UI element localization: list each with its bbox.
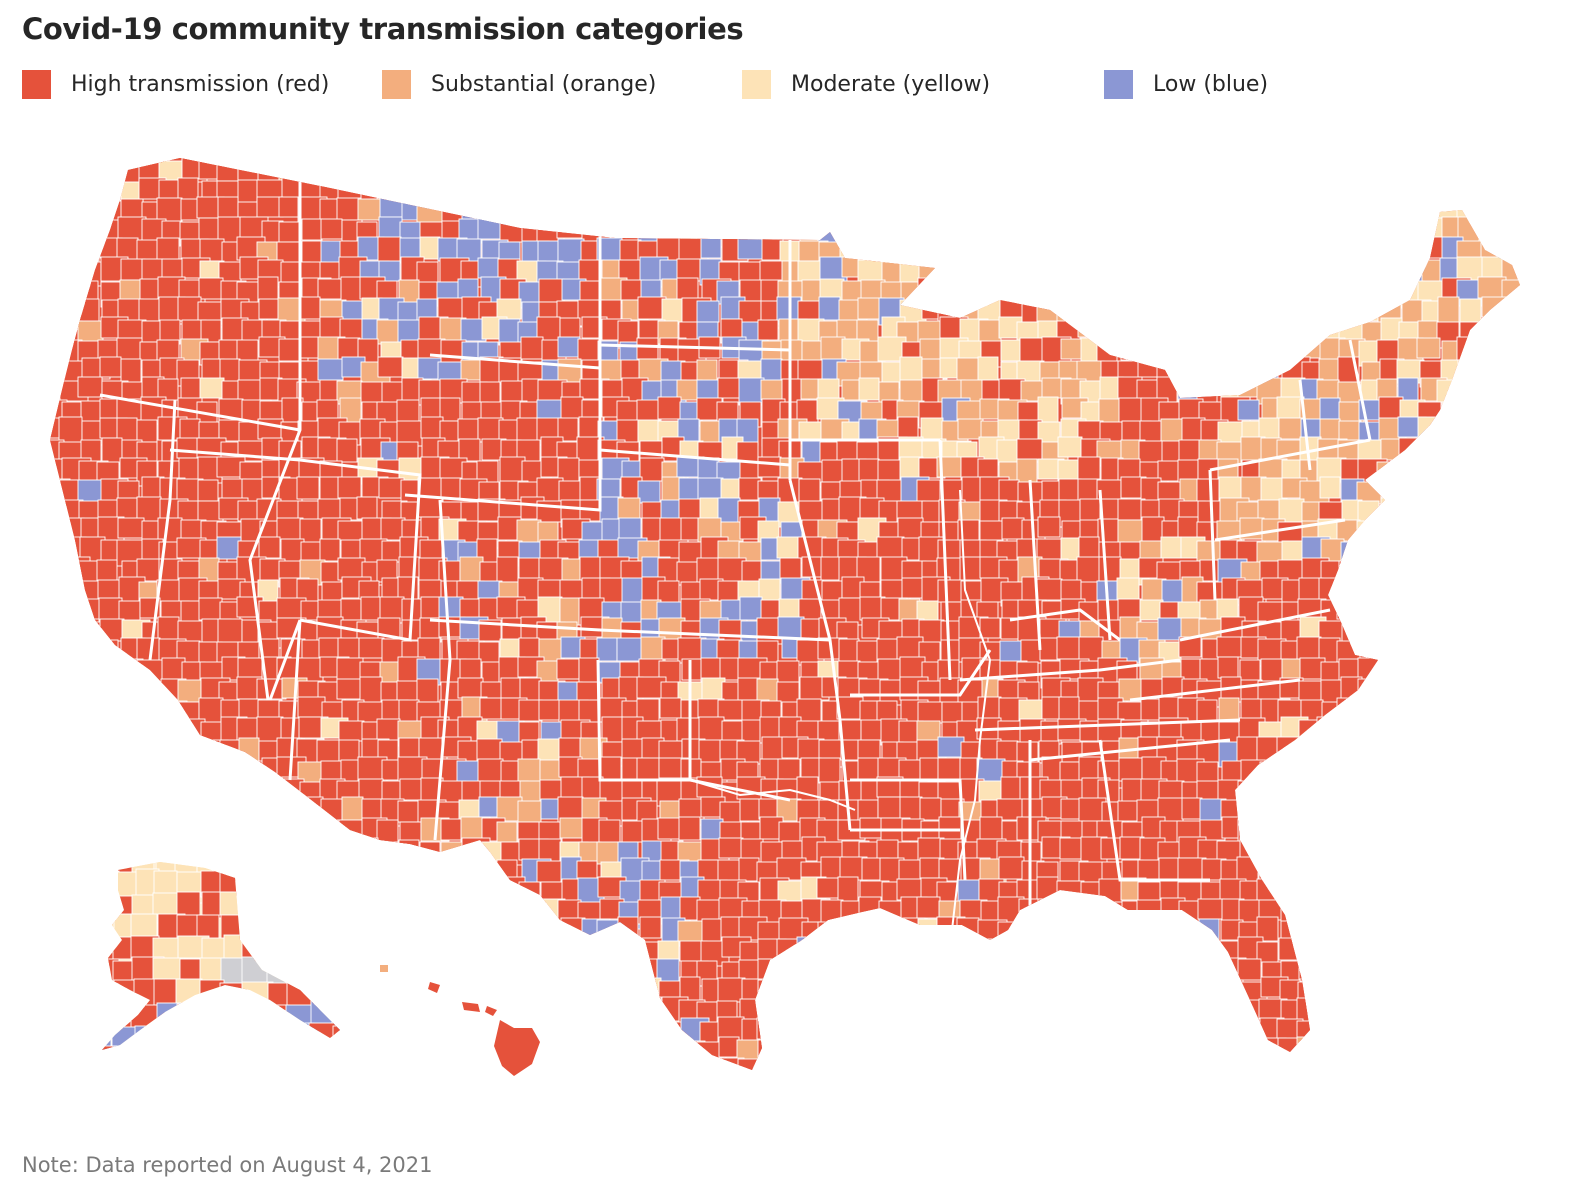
legend: High transmission (red) Substantial (ora… (22, 68, 1422, 100)
legend-label-moderate: Moderate (yellow) (791, 71, 991, 97)
legend-swatch-moderate (742, 69, 771, 99)
legend-item-low: Low (blue) (1104, 68, 1268, 100)
legend-item-moderate: Moderate (yellow) (742, 68, 990, 100)
legend-swatch-high (22, 69, 51, 99)
state-boundaries (99, 170, 1372, 910)
legend-item-substantial: Substantial (orange) (382, 68, 656, 100)
chart-title: Covid-19 community transmission categori… (22, 12, 744, 46)
footnote: Note: Data reported on August 4, 2021 (22, 1153, 433, 1177)
legend-swatch-low (1104, 69, 1133, 99)
hawaii (380, 965, 540, 1076)
legend-item-high: High transmission (red) (22, 68, 329, 100)
alaska (102, 862, 340, 1050)
legend-swatch-substantial (382, 69, 411, 99)
us-county-map (0, 140, 1576, 1100)
legend-label-substantial: Substantial (orange) (431, 71, 657, 97)
map-svg (50, 158, 1520, 1076)
legend-label-high: High transmission (red) (71, 71, 330, 97)
legend-label-low: Low (blue) (1153, 71, 1269, 97)
